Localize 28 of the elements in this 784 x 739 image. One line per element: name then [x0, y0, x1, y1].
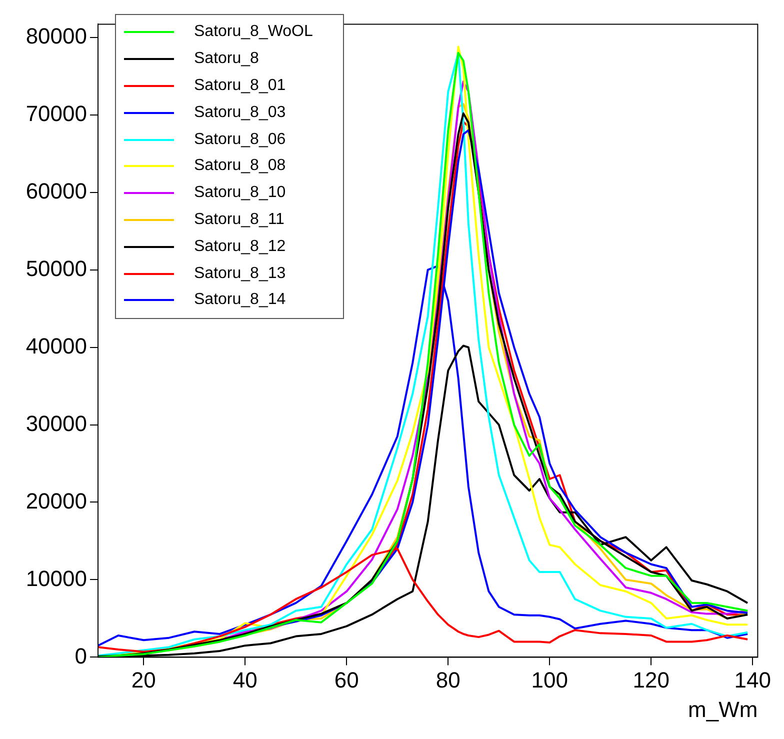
y-tick-label: 40000	[26, 333, 87, 358]
legend-label: Satoru_8_10	[194, 184, 286, 202]
legend-label: Satoru_8	[194, 50, 259, 68]
x-tick-label: 120	[632, 667, 670, 692]
legend-label: Satoru_8_06	[194, 130, 286, 149]
x-tick-label: 140	[734, 667, 771, 692]
legend-label: Satoru_8_08	[194, 157, 286, 176]
y-tick-label: 30000	[26, 410, 87, 436]
x-axis-title: m_Wm	[688, 696, 758, 722]
x-tick-label: 40	[232, 667, 258, 692]
y-tick-label: 70000	[26, 100, 87, 126]
y-tick-label: 60000	[26, 178, 87, 204]
legend-label: Satoru_8_WoOL	[194, 23, 313, 42]
legend-label: Satoru_8_11	[194, 210, 284, 229]
x-tick-label: 80	[436, 667, 460, 692]
x-tick-label: 100	[531, 667, 568, 692]
y-tick-label: 10000	[26, 566, 87, 591]
y-tick-label: 50000	[26, 256, 87, 281]
y-tick-label: 80000	[26, 23, 87, 48]
legend-label: Satoru_8_03	[194, 104, 286, 122]
legend-label: Satoru_8_13	[194, 264, 286, 283]
x-tick-label: 60	[334, 667, 359, 692]
legend-label: Satoru_8_14	[194, 291, 286, 310]
x-tick-label: 20	[131, 667, 156, 692]
legend-label: Satoru_8_12	[194, 238, 286, 256]
y-tick-label: 20000	[26, 488, 87, 514]
legend-label: Satoru_8_01	[194, 76, 286, 95]
y-tick-label: 0	[74, 643, 87, 668]
